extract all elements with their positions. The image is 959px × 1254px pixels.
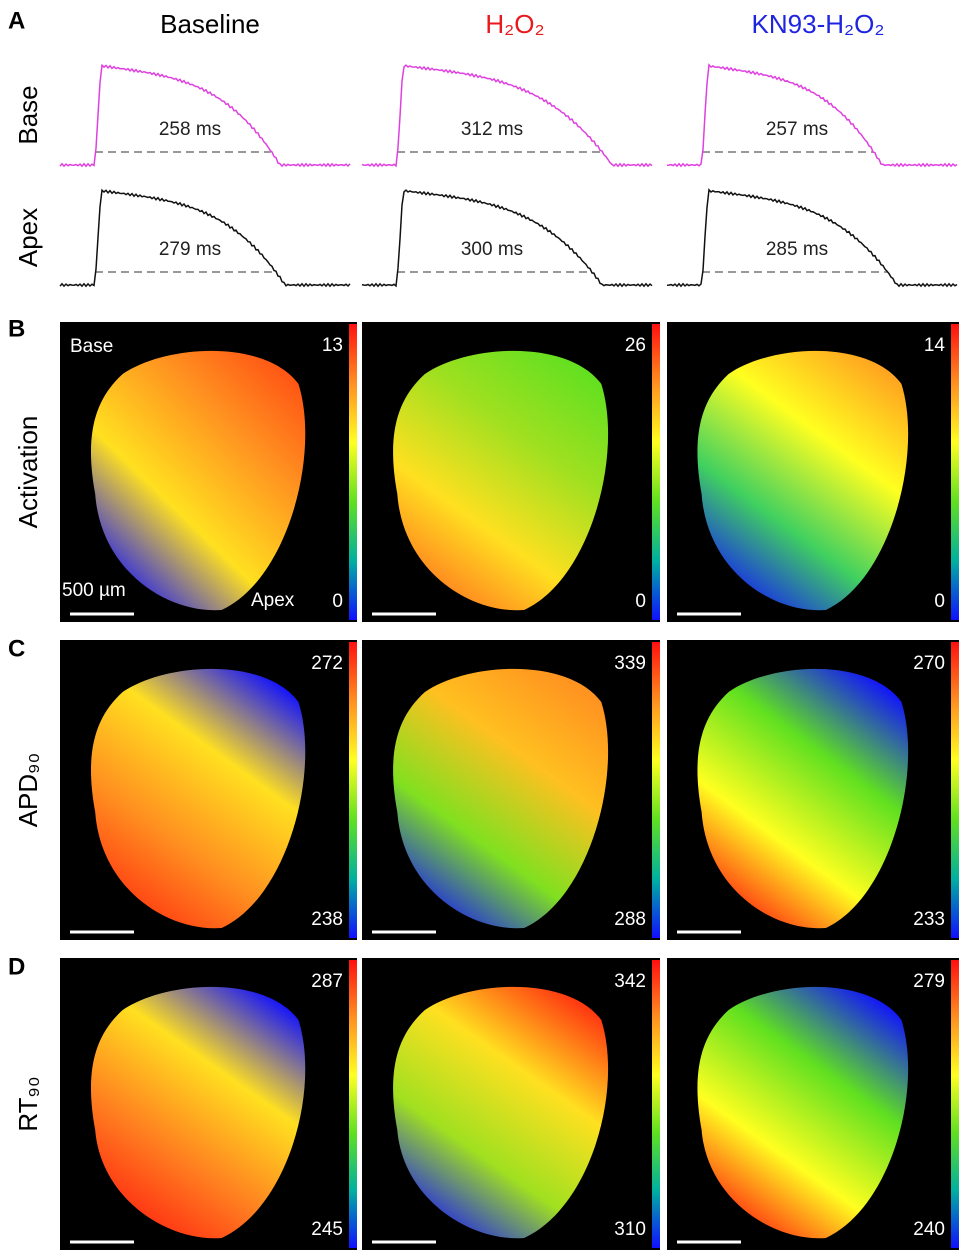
apd-label: 279 ms	[159, 239, 221, 260]
color-bar	[349, 324, 357, 620]
annotation: Apex	[251, 590, 295, 611]
panel-label: B	[8, 315, 25, 342]
color-min: 0	[332, 591, 343, 612]
color-bar	[951, 324, 959, 620]
color-bar	[349, 960, 357, 1248]
color-max: 342	[614, 971, 646, 992]
color-max: 14	[924, 335, 946, 356]
panel-label: C	[8, 635, 25, 662]
panel-label: A	[8, 7, 25, 34]
apd-label: 285 ms	[766, 239, 828, 260]
color-max: 287	[311, 971, 343, 992]
color-max: 339	[614, 653, 646, 674]
row-label: RT₉₀	[13, 1076, 43, 1131]
color-bar	[652, 642, 660, 938]
color-max: 272	[311, 653, 343, 674]
color-max: 13	[322, 335, 343, 356]
apd-label: 312 ms	[461, 119, 523, 140]
color-bar	[349, 642, 357, 938]
figure: A B C D Baseline H₂O₂ KN93-H₂O₂ Base 258 ms 312 m…	[0, 0, 959, 1254]
color-max: 26	[625, 335, 646, 356]
color-min: 240	[913, 1219, 945, 1240]
color-max: 270	[913, 653, 945, 674]
row-label: APD₉₀	[13, 753, 43, 828]
apd-label: 300 ms	[461, 239, 523, 260]
color-min: 245	[311, 1219, 343, 1240]
column-title: KN93-H₂O₂	[752, 9, 885, 39]
color-bar	[652, 324, 660, 620]
row-label: Activation	[13, 416, 43, 529]
color-min: 310	[614, 1219, 646, 1240]
panel-label: D	[8, 953, 25, 980]
color-bar	[652, 960, 660, 1248]
color-min: 238	[311, 909, 343, 930]
color-min: 288	[614, 909, 646, 930]
color-bar	[951, 642, 959, 938]
color-min: 0	[934, 591, 945, 612]
annotation: Base	[70, 336, 113, 357]
color-min: 0	[635, 591, 646, 612]
column-title: Baseline	[160, 9, 260, 39]
apd-label: 257 ms	[766, 119, 828, 140]
color-min: 233	[913, 909, 945, 930]
annotation: 500 µm	[62, 580, 126, 601]
apd-label: 258 ms	[159, 119, 221, 140]
row-label: Base	[13, 85, 43, 144]
color-max: 279	[913, 971, 945, 992]
row-label: Apex	[13, 208, 43, 267]
column-title: H₂O₂	[485, 9, 544, 39]
color-bar	[951, 960, 959, 1248]
